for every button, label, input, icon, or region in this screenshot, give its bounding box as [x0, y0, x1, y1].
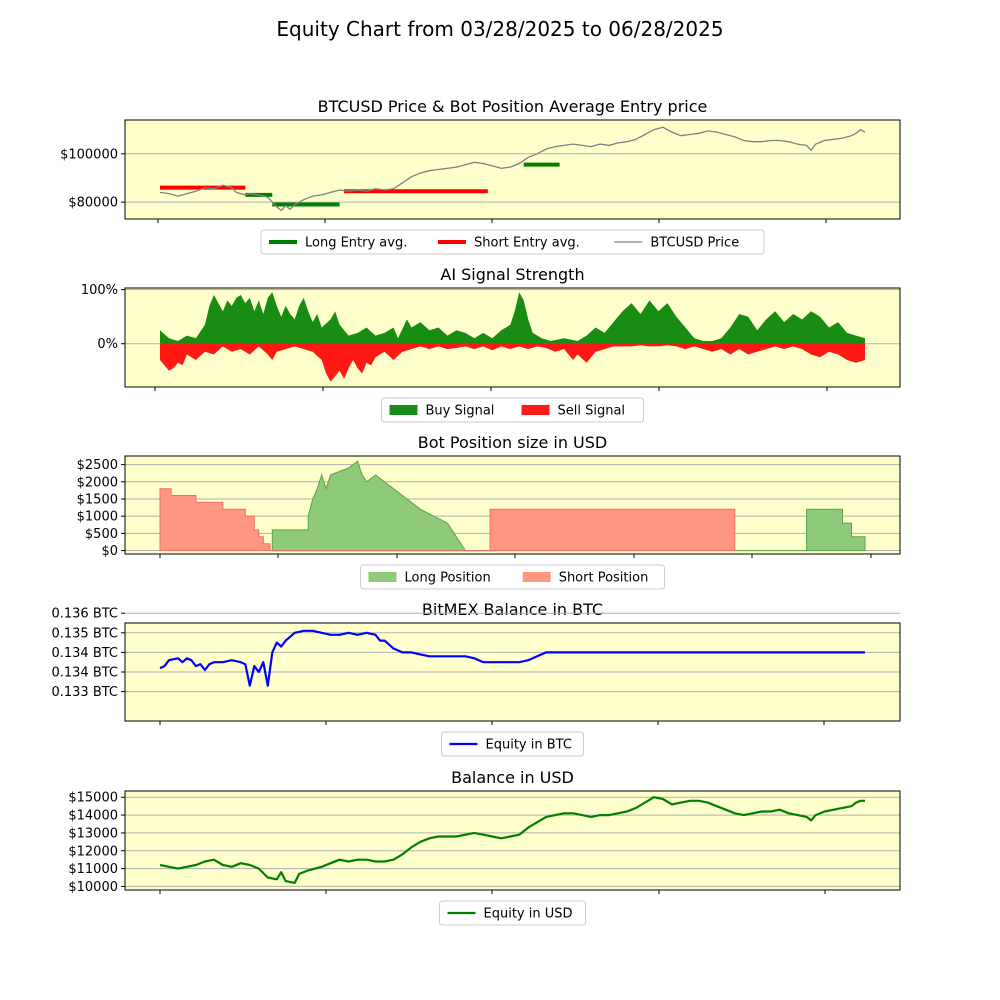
btc-marks [159, 629, 865, 687]
usd-ytick-label: $14000 [68, 809, 118, 824]
btc-panel: BitMEX Balance in BTC 0.133 BTC 0.134 BTC 0… [51, 600, 901, 757]
price-legend-label: Long Entry avg. [305, 236, 407, 251]
price-marks [159, 126, 866, 212]
btc-ytick-label: 0.134 BTC [51, 646, 118, 661]
price-title: BTCUSD Price & Bot Position Average Entr… [318, 97, 708, 116]
buy-signal-area [160, 292, 865, 344]
position-panel: Bot Position size in USD $0 $500 $1000 $1500… [77, 433, 901, 590]
position-ytick-label: $500 [85, 527, 118, 542]
signal-marks [160, 292, 865, 382]
price-line [159, 126, 866, 212]
signal-legend-swatch [521, 405, 550, 415]
usd-ytick-label: $15000 [68, 791, 118, 806]
btc-equity-line [159, 629, 865, 687]
usd-legend: Equity in USD [439, 900, 586, 926]
price-ytick-label: $80000 [68, 196, 118, 211]
position-marks [159, 460, 866, 552]
sell-signal-area [160, 343, 865, 382]
position-legend-swatch [368, 572, 397, 582]
signal-legend-swatch [389, 405, 418, 415]
usd-plot-area [125, 791, 900, 890]
signal-ytick-label: 0% [97, 337, 118, 352]
position-title: Bot Position size in USD [418, 433, 607, 452]
price-legend-label: BTCUSD Price [650, 236, 739, 251]
figure-title: Equity Chart from 03/28/2025 to 06/28/20… [276, 17, 723, 41]
signal-legend-label: Sell Signal [558, 404, 626, 419]
signal-legend: Buy Signal Sell Signal [381, 397, 644, 423]
usd-ytick-label: $13000 [68, 826, 118, 841]
usd-ytick-label: $10000 [68, 880, 118, 895]
signal-panel: AI Signal Strength 0% 100% Buy Signal Sell S… [81, 265, 901, 423]
btc-ytick-label: 0.133 BTC [51, 685, 118, 700]
position-legend: Long Position Short Position [360, 564, 665, 590]
position-ytick-label: $0 [101, 544, 118, 559]
price-legend-box [260, 229, 765, 255]
price-frame [124, 119, 901, 220]
price-plot-area [125, 120, 900, 219]
btc-title: BitMEX Balance in BTC [422, 600, 603, 619]
usd-title: Balance in USD [451, 768, 574, 787]
position-ytick-label: $2500 [77, 458, 118, 473]
usd-marks [159, 796, 865, 884]
usd-legend-label: Equity in USD [484, 907, 573, 922]
price-legend-label: Short Entry avg. [474, 236, 580, 251]
usd-legend-box [439, 900, 586, 926]
btc-ytick-label: 0.135 BTC [51, 626, 118, 641]
signal-title: AI Signal Strength [440, 265, 584, 284]
usd-frame [124, 790, 901, 891]
signal-ytick-label: 100% [81, 283, 118, 298]
price-panel: BTCUSD Price & Bot Position Average Entr… [60, 97, 901, 255]
btc-frame [124, 622, 901, 722]
position-ytick-label: $2000 [77, 475, 118, 490]
position-legend-swatch [522, 572, 551, 582]
usd-ytick-label: $12000 [68, 844, 118, 859]
position-ytick-label: $1000 [77, 510, 118, 525]
price-ytick-label: $100000 [60, 147, 118, 162]
signal-legend-box [381, 397, 644, 423]
position-ytick-label: $1500 [77, 492, 118, 507]
signal-legend-label: Buy Signal [426, 404, 495, 419]
position-legend-label: Short Position [559, 571, 649, 586]
short-position-area [159, 488, 736, 552]
position-frame [124, 455, 901, 555]
position-legend-label: Long Position [405, 571, 491, 586]
btc-legend-box [441, 731, 584, 757]
btc-legend: Equity in BTC [441, 731, 584, 757]
btc-ytick-label: 0.136 BTC [51, 607, 118, 622]
long-position-area [271, 460, 866, 552]
usd-panel: Balance in USD $10000 $11000 $12000 $13000 $1… [68, 768, 901, 926]
position-legend-box [360, 564, 665, 590]
btc-ytick-label: 0.134 BTC [51, 666, 118, 681]
usd-ytick-label: $11000 [68, 862, 118, 877]
btc-legend-label: Equity in BTC [486, 738, 572, 753]
price-legend: Long Entry avg. Short Entry avg. BTCUSD Pr… [260, 229, 765, 255]
usd-equity-line [159, 796, 865, 884]
signal-frame [124, 287, 901, 388]
